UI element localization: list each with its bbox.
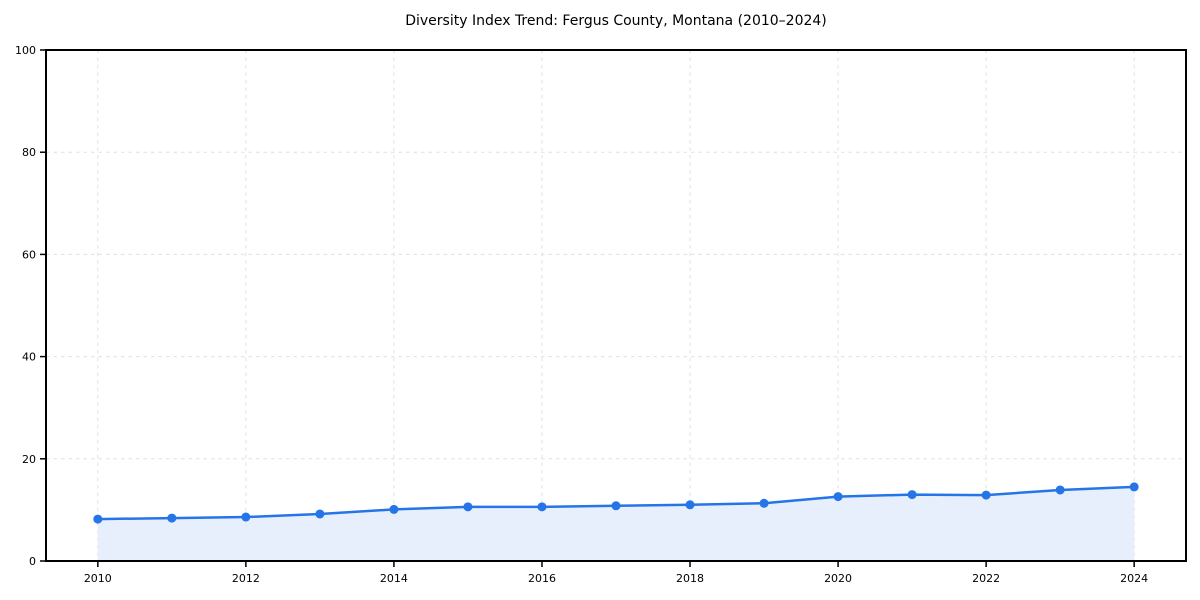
x-tick-label: 2018 [676,572,704,585]
x-tick-label: 2020 [824,572,852,585]
x-tick-label: 2022 [972,572,1000,585]
plot-border [45,49,1187,562]
x-tick-label: 2024 [1120,572,1148,585]
data-point-2015 [463,502,473,512]
y-tick-label: 60 [22,248,36,261]
x-tick-label: 2014 [380,572,408,585]
y-tick-label: 20 [22,453,36,466]
data-point-2024 [1129,482,1139,492]
data-point-2017 [611,501,621,511]
x-tick-label: 2012 [232,572,260,585]
data-point-2010 [93,514,103,524]
data-point-2022 [981,490,991,500]
y-tick-label: 0 [29,555,36,568]
area-fill [97,486,1135,561]
x-tick-label: 2010 [84,572,112,585]
data-point-2021 [907,490,917,500]
y-tick-label: 100 [15,44,36,57]
data-point-2014 [389,504,399,514]
y-tick-label: 80 [22,146,36,159]
data-point-2019 [759,498,769,508]
data-point-2016 [537,502,547,512]
data-point-2011 [167,513,177,523]
data-point-2023 [1055,485,1065,495]
chart-title: Diversity Index Trend: Fergus County, Mo… [405,13,827,29]
data-point-2013 [315,509,325,519]
x-tick-label: 2016 [528,572,556,585]
y-tick-label: 40 [22,351,36,364]
data-point-2018 [685,500,695,510]
data-point-2012 [241,512,251,522]
data-point-2020 [833,492,843,502]
